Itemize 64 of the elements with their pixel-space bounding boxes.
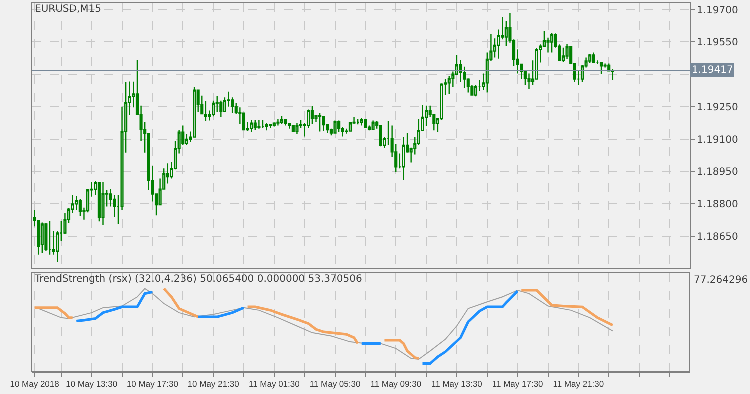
candlestick (78, 198, 82, 217)
candlestick (379, 124, 382, 148)
candlestick (44, 222, 48, 252)
x-tick-label: 11 May 05:30 (310, 379, 361, 390)
chart-title: EURUSD,M15 (35, 4, 102, 15)
x-tick-label: 11 May 17:30 (492, 379, 544, 390)
chart-title: TrendStrength (rsx) (32.0,4.236) 50.065400 0.000000 53.370506 (34, 274, 362, 285)
candlestick (269, 123, 272, 129)
candlestick (212, 100, 216, 118)
candlestick (265, 122, 268, 132)
candlestick (288, 122, 292, 130)
candlestick (292, 125, 295, 133)
candlestick (372, 120, 375, 131)
candlestick (364, 118, 368, 129)
candlestick (280, 116, 284, 125)
candlestick (474, 84, 478, 98)
x-tick-label: 11 May 01:30 (248, 379, 300, 390)
y-tick-label: 1.19100 (697, 134, 738, 146)
candlestick (566, 43, 569, 60)
x-tick-label: 11 May 09:30 (370, 379, 422, 390)
x-tick-label: 11 May 13:30 (432, 379, 483, 390)
y-tick-label: 1.18650 (697, 232, 738, 243)
candlestick (284, 118, 288, 126)
x-tick-label: 10 May 17:30 (126, 379, 179, 390)
candlestick (592, 52, 596, 64)
candlestick (334, 120, 337, 134)
candlestick (356, 118, 360, 126)
candlestick (310, 106, 314, 125)
candlestick (40, 222, 44, 254)
y-tick-label: 1.19700 (697, 5, 738, 16)
candlestick (550, 32, 554, 54)
candlestick (261, 119, 265, 129)
candlestick (448, 76, 451, 95)
candlestick (348, 122, 352, 132)
candlestick (254, 119, 257, 131)
x-tick-label: 10 May 2018 (10, 379, 60, 390)
x-tick-label: 10 May 13:30 (66, 379, 118, 390)
candlestick (216, 96, 219, 114)
y-tick-label: 1.18800 (697, 199, 738, 210)
ref-line-label: 1.19417 (692, 65, 734, 76)
candlestick (611, 68, 614, 82)
candlestick (600, 61, 604, 75)
y-tick-label: 1.18950 (697, 167, 738, 178)
candlestick (98, 181, 101, 222)
y-tick-label: 1.19250 (697, 102, 738, 114)
candlestick (402, 136, 406, 181)
candlestick (322, 116, 326, 132)
candlestick (360, 118, 364, 126)
candlestick (48, 220, 52, 256)
candlestick (250, 119, 254, 133)
candlestick (220, 100, 223, 118)
candlestick (258, 119, 261, 130)
candlestick (272, 122, 276, 128)
candlestick (562, 47, 565, 63)
text: 77.264296 (694, 275, 748, 286)
candlestick (318, 112, 322, 132)
candlestick (588, 54, 592, 64)
x-tick-label: 10 May 21:30 (188, 379, 240, 390)
candlestick (296, 122, 299, 136)
candlestick (338, 120, 341, 133)
x-tick-label: 11 May 21:30 (553, 379, 604, 390)
candlestick (276, 118, 280, 126)
candlestick (102, 181, 105, 226)
y-tick-label: 1.19550 (697, 38, 738, 49)
